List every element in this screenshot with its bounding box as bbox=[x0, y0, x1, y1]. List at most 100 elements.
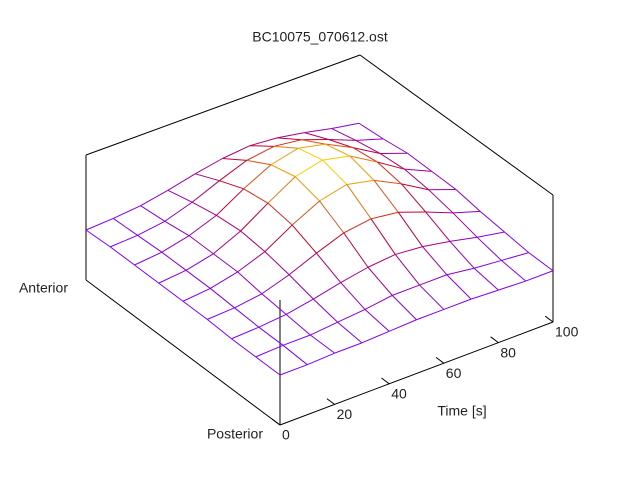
x-tick-label: 0 bbox=[282, 427, 290, 443]
surface-row-segment bbox=[337, 308, 366, 323]
surface-row-segment bbox=[222, 145, 251, 159]
surface-row-segment bbox=[389, 319, 417, 332]
surface-col-segment bbox=[277, 137, 302, 141]
chart-title: BC10075_070612.ost bbox=[252, 29, 388, 45]
surface-col-segment bbox=[109, 246, 135, 266]
surface-row-segment bbox=[404, 168, 432, 172]
surface-row-segment bbox=[361, 330, 390, 344]
surface-row-segment bbox=[416, 308, 444, 321]
surface-col-segment bbox=[137, 234, 163, 253]
surface-row-segment bbox=[322, 155, 350, 161]
surface-col-segment bbox=[113, 218, 138, 236]
surface-col-segment bbox=[301, 139, 326, 145]
x-tick bbox=[326, 398, 335, 405]
surface-col-segment bbox=[431, 170, 457, 190]
surface-row-segment bbox=[167, 173, 196, 191]
surface-col-segment bbox=[282, 344, 308, 366]
surface-row-segment bbox=[370, 211, 399, 220]
surface-row-segment bbox=[452, 210, 481, 214]
surface-col-segment bbox=[298, 147, 323, 161]
surface-col-segment bbox=[161, 251, 187, 271]
surface-col-segment bbox=[258, 326, 284, 346]
surface-col-segment bbox=[185, 269, 211, 289]
surface-col-segment bbox=[401, 183, 427, 213]
surface-col-segment bbox=[85, 229, 111, 248]
surface-col-segment bbox=[219, 180, 244, 190]
surface-col-segment bbox=[446, 274, 472, 300]
box bbox=[85, 54, 554, 426]
surface-col-segment bbox=[452, 212, 478, 238]
surface-col-segment bbox=[328, 139, 354, 149]
surface-col-segment bbox=[249, 145, 275, 147]
x-tick-label: 40 bbox=[391, 386, 407, 402]
surface-col-segment bbox=[140, 205, 166, 222]
y-end-label: Posterior bbox=[207, 426, 263, 442]
surface-col-segment bbox=[449, 241, 475, 269]
surface-row-segment bbox=[367, 253, 396, 268]
surface-col-segment bbox=[394, 254, 420, 286]
surface-col-segment bbox=[397, 211, 424, 247]
surface-row-segment bbox=[188, 214, 217, 237]
surface-col-segment bbox=[367, 266, 393, 296]
x-axis-label: Time [s] bbox=[437, 403, 486, 419]
surface-row-segment bbox=[422, 240, 450, 248]
surface-col-segment bbox=[373, 180, 399, 213]
surface-row-segment bbox=[419, 274, 448, 286]
surface-row-segment bbox=[401, 183, 429, 191]
surface-col-segment bbox=[455, 189, 481, 212]
surface-row-segment bbox=[210, 271, 238, 289]
surface-col-segment bbox=[346, 184, 372, 220]
surface-col-segment bbox=[343, 232, 369, 268]
surface-row-segment bbox=[270, 147, 299, 166]
surface-row-segment bbox=[498, 280, 526, 291]
x-tick bbox=[435, 356, 445, 364]
surface-row-segment bbox=[319, 184, 348, 202]
surface-col-segment bbox=[352, 147, 378, 163]
surface-row-segment bbox=[470, 289, 499, 300]
surface-col-segment bbox=[422, 246, 448, 276]
surface-col-segment bbox=[479, 210, 505, 233]
surface-row-segment bbox=[243, 164, 272, 190]
surface-row-segment bbox=[294, 159, 323, 178]
surface-col-segment bbox=[231, 338, 257, 358]
surface-col-segment bbox=[182, 300, 208, 320]
surface-col-segment bbox=[237, 271, 263, 295]
surface-col-segment bbox=[195, 173, 220, 182]
surface-row-segment bbox=[525, 270, 554, 282]
surface-row-segment bbox=[113, 205, 141, 219]
surface-col-segment bbox=[425, 211, 451, 242]
surface-col-segment bbox=[213, 253, 238, 273]
surface-col-segment bbox=[476, 236, 502, 261]
surface-row-segment bbox=[194, 158, 223, 175]
surface-col-segment bbox=[267, 202, 293, 226]
x-tick bbox=[544, 315, 554, 323]
surface-col-segment bbox=[255, 356, 281, 376]
surface-col-segment bbox=[216, 214, 241, 232]
surface-row-segment bbox=[304, 128, 332, 134]
surface-row-segment bbox=[392, 284, 420, 296]
surface-row-segment bbox=[477, 231, 505, 238]
surface-row-segment bbox=[207, 307, 235, 320]
surface-row-segment bbox=[240, 202, 269, 232]
surface-row-segment bbox=[288, 252, 317, 276]
surface-row-segment bbox=[219, 159, 248, 182]
box-edge bbox=[359, 54, 554, 196]
x-tick-label: 80 bbox=[500, 344, 516, 360]
surface-col-segment bbox=[158, 282, 184, 302]
surface-row-segment bbox=[110, 234, 138, 248]
surface-col-segment bbox=[364, 309, 390, 332]
surface-col-segment bbox=[404, 168, 430, 191]
surface-row-segment bbox=[267, 176, 296, 204]
surface-row-segment bbox=[313, 282, 341, 300]
surface-col-segment bbox=[473, 267, 499, 291]
surface-col-segment bbox=[294, 176, 320, 202]
surface-col-segment bbox=[379, 153, 405, 170]
surface-row-segment bbox=[334, 342, 363, 354]
surface-row-segment bbox=[340, 266, 369, 283]
x-tick bbox=[381, 377, 390, 385]
surface-row-segment bbox=[425, 211, 453, 214]
surface-row-segment bbox=[501, 252, 529, 261]
surface-col-segment bbox=[337, 321, 363, 344]
surface-col-segment bbox=[325, 143, 351, 157]
